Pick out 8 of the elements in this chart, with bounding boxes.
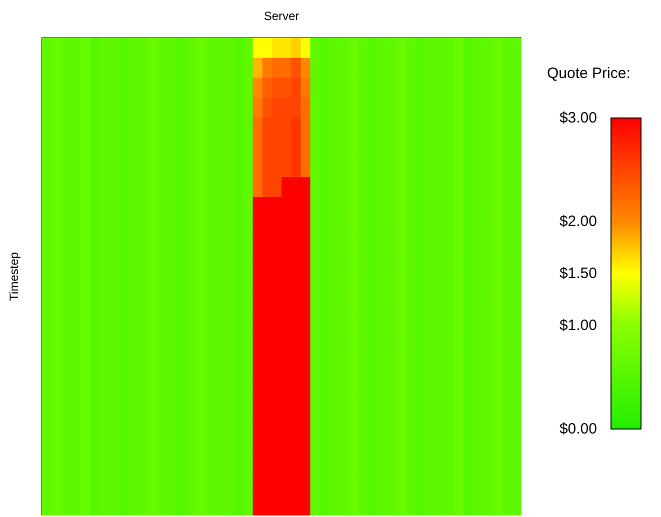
color-bar-label: $0.00 — [559, 420, 597, 438]
color-bar-label: $2.00 — [559, 213, 597, 230]
y-axis-title: Timestep — [7, 252, 21, 301]
x-axis-title: Server — [264, 9, 300, 23]
color-bar-label: $1.50 — [559, 265, 597, 282]
color-bar-label: $3.00 — [559, 110, 597, 126]
color-bar-label: $1.00 — [559, 316, 597, 334]
color-bar-title: Quote Price: — [547, 65, 630, 82]
